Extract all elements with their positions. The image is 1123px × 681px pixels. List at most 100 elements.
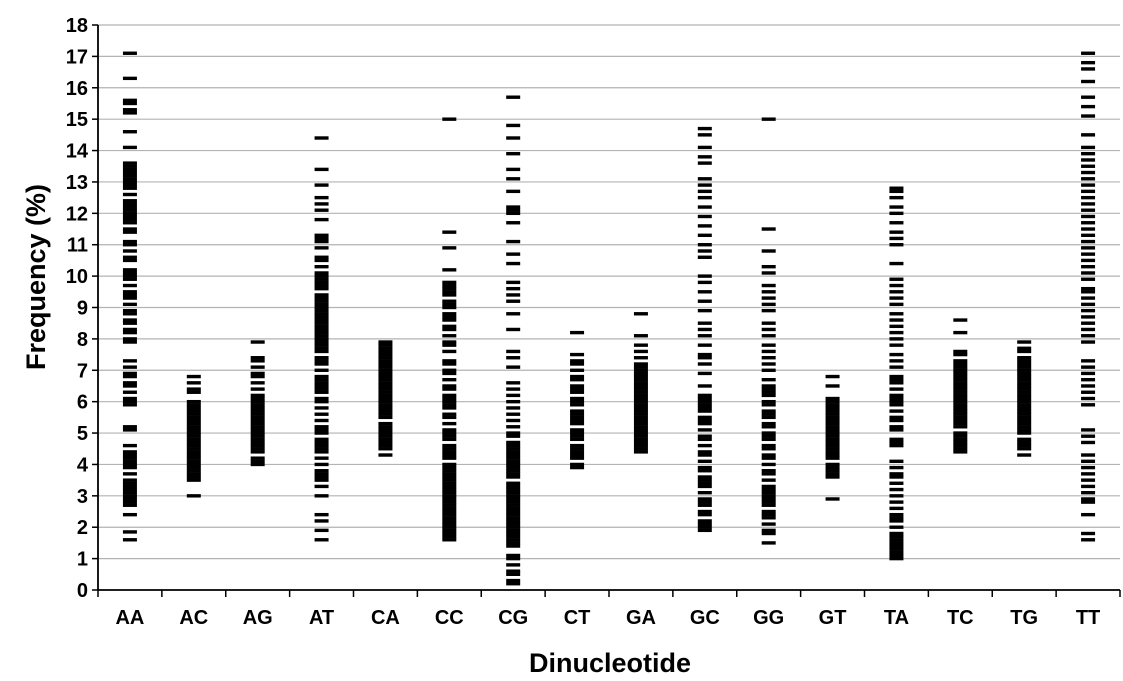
data-point <box>825 409 840 413</box>
data-point <box>825 440 840 445</box>
data-point <box>953 365 968 369</box>
data-point <box>570 409 585 413</box>
data-point <box>442 462 457 467</box>
data-point <box>1017 431 1032 435</box>
data-point <box>761 271 776 275</box>
data-point <box>314 202 329 206</box>
data-point <box>506 516 521 520</box>
data-point <box>506 412 521 416</box>
data-point <box>506 459 521 464</box>
data-point <box>697 478 712 482</box>
data-point <box>697 362 712 366</box>
data-point <box>761 415 776 420</box>
data-point <box>442 538 457 542</box>
data-point <box>250 412 265 416</box>
data-point <box>250 365 265 369</box>
data-point <box>697 195 712 200</box>
x-tick-label: TT <box>1076 607 1100 629</box>
data-point <box>889 352 904 357</box>
data-point <box>633 431 648 435</box>
data-point <box>250 437 265 442</box>
data-point <box>953 440 968 445</box>
data-point <box>506 475 521 479</box>
data-point <box>761 403 776 407</box>
data-point <box>250 359 265 363</box>
data-point <box>889 205 904 209</box>
series-at <box>314 136 329 542</box>
data-point <box>250 374 265 379</box>
data-point <box>953 352 968 357</box>
data-point <box>761 362 776 366</box>
data-point <box>761 321 776 325</box>
data-point <box>122 255 137 259</box>
data-point <box>314 286 329 291</box>
data-point <box>122 538 137 542</box>
data-point <box>1081 377 1096 382</box>
data-point <box>1017 390 1032 394</box>
data-point <box>1081 95 1096 99</box>
data-point <box>825 384 840 388</box>
data-point <box>506 381 521 385</box>
data-point <box>1081 133 1096 137</box>
data-point <box>761 290 776 294</box>
data-point <box>250 403 265 407</box>
data-point <box>442 447 457 451</box>
data-point <box>314 519 329 523</box>
data-point <box>378 421 393 426</box>
data-point <box>761 453 776 457</box>
data-point <box>314 271 329 275</box>
data-point <box>633 371 648 376</box>
data-point <box>761 117 776 121</box>
data-point <box>186 406 201 410</box>
data-point <box>697 155 712 159</box>
data-point <box>442 268 457 272</box>
data-point <box>889 531 904 536</box>
data-point <box>122 512 137 517</box>
y-tick-label: 0 <box>77 580 88 602</box>
data-point <box>186 494 201 498</box>
data-point <box>1081 390 1096 394</box>
data-point <box>506 447 521 451</box>
data-point <box>697 522 712 526</box>
data-point <box>1081 365 1096 369</box>
data-point <box>697 280 712 285</box>
data-point <box>442 293 457 297</box>
data-point <box>633 362 648 366</box>
data-point <box>1017 384 1032 388</box>
data-point <box>889 516 904 520</box>
data-point <box>186 475 201 479</box>
data-point <box>953 399 968 404</box>
data-point <box>506 365 521 369</box>
data-point <box>1017 453 1032 457</box>
data-point <box>1081 459 1096 464</box>
data-point <box>570 412 585 416</box>
data-point <box>633 403 648 407</box>
data-point <box>761 399 776 404</box>
data-point <box>442 522 457 526</box>
data-point <box>1081 208 1096 212</box>
data-point <box>953 403 968 407</box>
data-point <box>506 239 521 244</box>
data-point <box>442 340 457 344</box>
data-point <box>122 425 137 429</box>
data-point <box>506 472 521 476</box>
data-point <box>633 443 648 448</box>
data-point <box>250 443 265 448</box>
data-point <box>186 403 201 407</box>
data-point <box>889 534 904 539</box>
data-point <box>314 494 329 498</box>
data-point <box>442 437 457 442</box>
data-point <box>633 412 648 416</box>
data-point <box>889 290 904 294</box>
data-point <box>506 349 521 354</box>
data-point <box>250 462 265 467</box>
data-point <box>1081 538 1096 542</box>
data-point <box>761 264 776 269</box>
data-point <box>1017 421 1032 426</box>
x-tick-labels: AA AC AG AT CA CC CG CT GA GC GG GT TA TC TG TT <box>115 607 1100 629</box>
data-point <box>442 428 457 432</box>
data-point <box>186 437 201 442</box>
data-point <box>1017 381 1032 385</box>
data-point <box>1017 447 1032 451</box>
data-point <box>442 406 457 410</box>
